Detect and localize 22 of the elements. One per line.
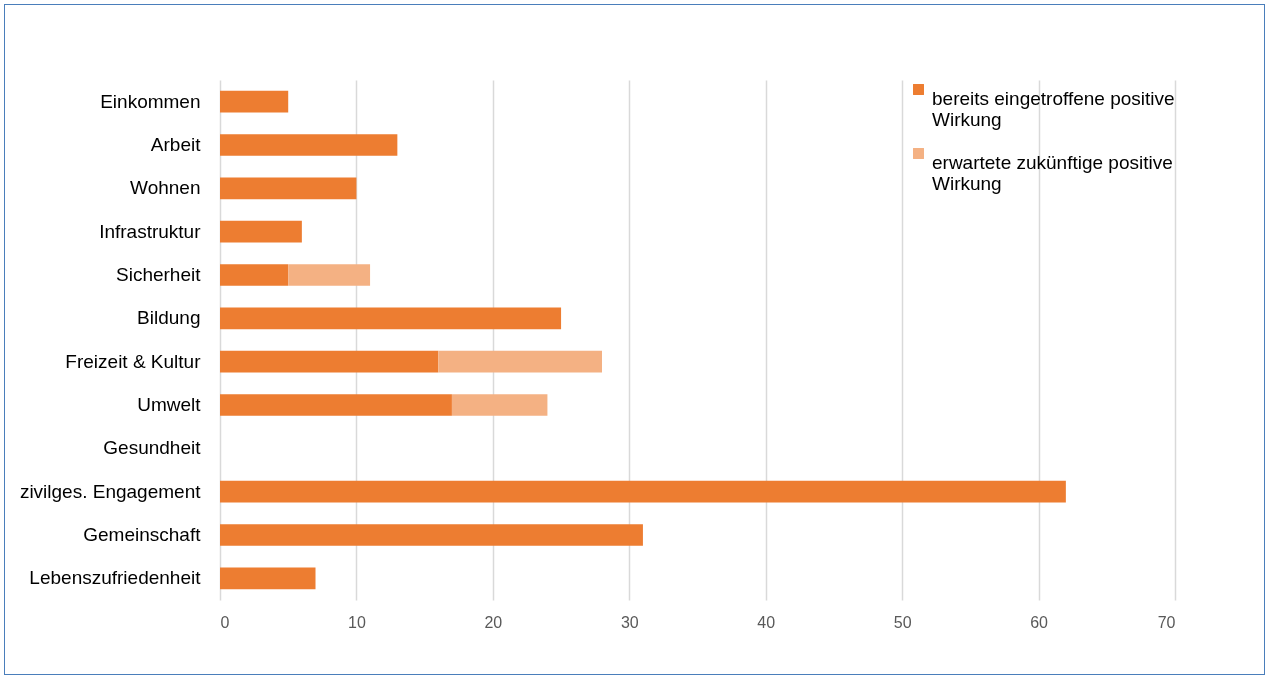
legend-label: bereits eingetroffene positive Wirkung xyxy=(932,87,1175,130)
y-tick-label: Freizeit & Kultur xyxy=(65,350,202,372)
y-tick-label: Wohnen xyxy=(130,177,201,199)
x-tick-label: 70 xyxy=(1157,613,1176,631)
x-tick-label: 50 xyxy=(893,613,912,631)
y-tick-label: Gesundheit xyxy=(103,437,202,459)
x-tick-label: 20 xyxy=(484,613,503,631)
x-tick-label: 0 xyxy=(220,613,230,631)
y-tick-label: Infrastruktur xyxy=(99,220,202,242)
x-tick-label: 60 xyxy=(1030,613,1049,631)
y-tick-label: Einkommen xyxy=(100,90,201,112)
y-tick-label: Bildung xyxy=(137,307,201,329)
legend-label: erwartete zukünftige positive Wirkung xyxy=(932,151,1173,194)
y-tick-label: Sicherheit xyxy=(116,264,202,285)
x-tick-label: 10 xyxy=(348,613,366,631)
y-tick-label: Arbeit xyxy=(150,134,202,155)
y-tick-label: zivilges. Engagement xyxy=(19,480,202,502)
x-tick-label: 30 xyxy=(620,613,639,631)
y-tick-label: Lebenszufriedenheit xyxy=(29,567,202,589)
x-tick-label: 40 xyxy=(757,613,776,631)
y-tick-label: Gemeinschaft xyxy=(83,524,202,545)
y-tick-label: Umwelt xyxy=(137,394,202,415)
